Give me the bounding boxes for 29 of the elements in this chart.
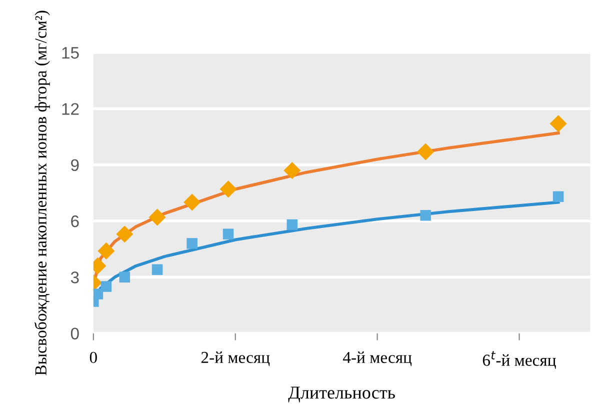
y-tick-label: 6 <box>71 215 79 228</box>
point <box>184 194 201 211</box>
y-tick-label: 15 <box>62 47 79 59</box>
y-tick-label: 0 <box>70 328 79 340</box>
y-tick-label: 9 <box>71 159 79 172</box>
point <box>93 288 104 300</box>
point <box>119 272 130 283</box>
point <box>550 115 567 132</box>
point <box>148 208 166 226</box>
point <box>420 210 431 221</box>
x-tick-label: 6$^{t}$-й месяц <box>482 351 556 369</box>
y-axis-title: Высвобождение накопленных ионов фтора (мг/см²) <box>34 10 50 376</box>
x-tick-label: 0 <box>90 352 97 364</box>
y-tick-label: 3 <box>70 272 79 284</box>
point <box>284 162 301 179</box>
x-tick-label: 4-й месяц <box>342 352 412 366</box>
point <box>100 281 112 292</box>
point <box>152 264 163 276</box>
point <box>552 191 564 202</box>
point <box>116 226 134 243</box>
x-tick-label: 2-й месяц <box>201 352 270 366</box>
point <box>417 143 434 160</box>
point <box>98 242 115 260</box>
y-tick-label: 12 <box>62 103 79 115</box>
x-axis-title: Длительность <box>288 386 395 402</box>
point <box>220 180 237 198</box>
point <box>222 228 234 240</box>
point <box>286 219 298 230</box>
point <box>186 238 198 249</box>
